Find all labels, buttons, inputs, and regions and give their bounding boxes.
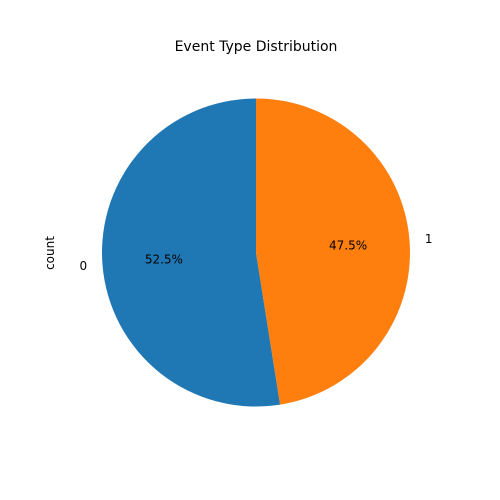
pie-slice-0 [102, 98, 281, 407]
percent-label-0: 52.5% [145, 253, 183, 267]
chart-title: Event Type Distribution [175, 39, 338, 55]
percent-label-1: 47.5% [329, 238, 367, 252]
pie-slice-1 [256, 98, 411, 405]
y-axis-label: count [43, 236, 57, 270]
category-label-1: 1 [425, 232, 433, 246]
category-label-0: 0 [79, 259, 87, 273]
pie-labels: 0 52.5% 1 47.5% [79, 232, 432, 273]
pie-slices [102, 98, 411, 407]
